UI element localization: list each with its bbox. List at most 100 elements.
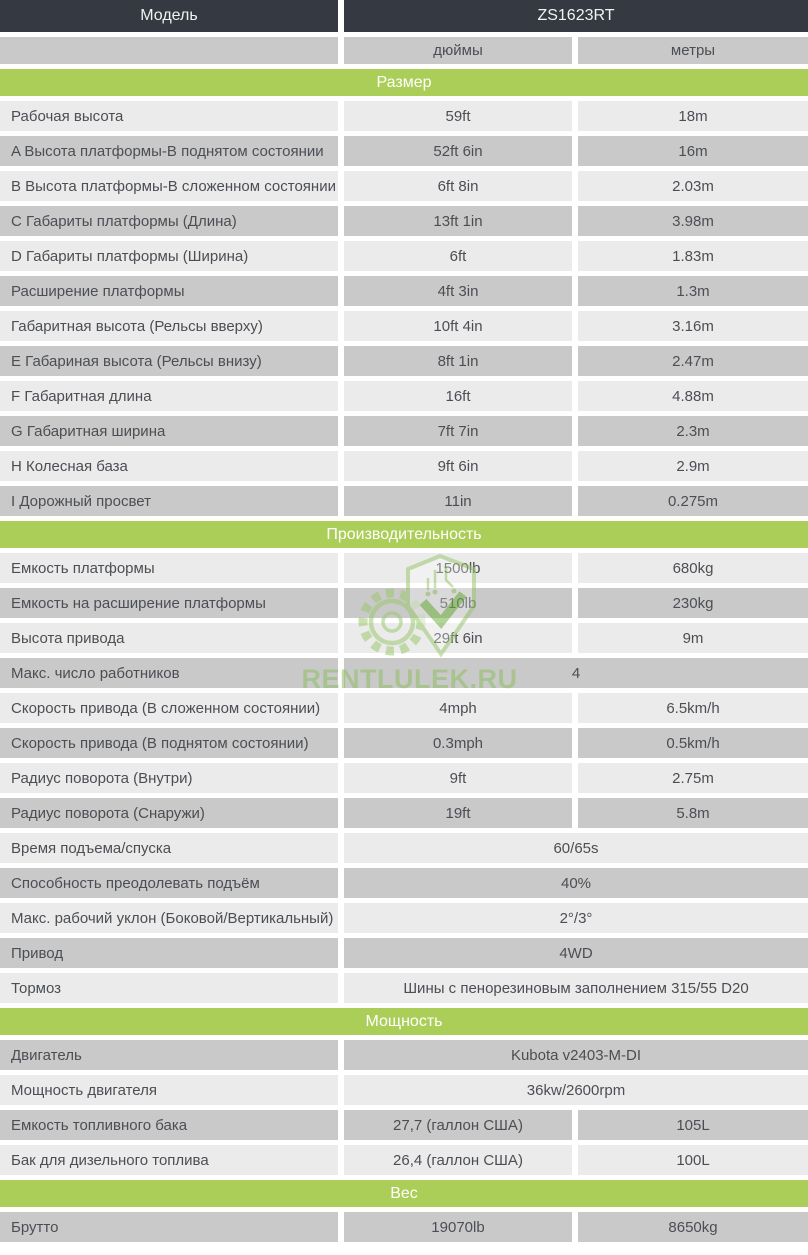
row-label-text: I Дорожный просвет: [11, 492, 151, 510]
row-value-merged: 40%: [344, 868, 808, 898]
units-empty-cell: [0, 37, 338, 64]
row-value-inches: 0.3mph: [344, 728, 572, 758]
row-value-meters: 2.03m: [578, 171, 808, 201]
table-row: Привод 4WD: [0, 938, 808, 968]
row-value-merged-text: 2°/3°: [559, 909, 593, 927]
row-label-text: Бак для дизельного топлива: [11, 1151, 209, 1169]
table-row: Емкость топливного бака 27,7 (галлон США)…: [0, 1110, 808, 1140]
row-value-inches: 10ft 4in: [344, 311, 572, 341]
table-row: C Габариты платформы (Длина) 13ft 1in 3.98…: [0, 206, 808, 236]
table-header-row: Модель ZS1623RT: [0, 0, 808, 32]
table-row: Расширение платформы 4ft 3in 1.3m: [0, 276, 808, 306]
table-row: Макс. рабочий уклон (Боковой/Вертикальны…: [0, 903, 808, 933]
row-label: Радиус поворота (Внутри): [0, 763, 338, 793]
table-row: Скорость привода (В поднятом состоянии) 0…: [0, 728, 808, 758]
row-value-inches: 6ft 8in: [344, 171, 572, 201]
row-value-meters-text: 0.5km/h: [666, 734, 720, 752]
units-inches-cell: дюймы: [344, 37, 572, 64]
row-label: Время подъема/спуска: [0, 833, 338, 863]
section-header: Вес: [0, 1180, 808, 1207]
row-value-meters: 2.47m: [578, 346, 808, 376]
row-value-inches-text: 9ft: [449, 769, 467, 787]
row-value-inches: 13ft 1in: [344, 206, 572, 236]
row-label: Мощность двигателя: [0, 1075, 338, 1105]
row-label-text: B Высота платформы-В сложенном состоянии: [11, 177, 336, 195]
row-label: B Высота платформы-В сложенном состоянии: [0, 171, 338, 201]
row-label-text: C Габариты платформы (Длина): [11, 212, 237, 230]
table-row: Способность преодолевать подъём 40%: [0, 868, 808, 898]
row-label: H Колесная база: [0, 451, 338, 481]
row-value-meters: 680kg: [578, 553, 808, 583]
table-row: G Габаритная ширина 7ft 7in 2.3m: [0, 416, 808, 446]
table-row: Мощность двигателя 36kw/2600rpm: [0, 1075, 808, 1105]
row-value-meters: 100L: [578, 1145, 808, 1175]
units-meters-cell: метры: [578, 37, 808, 64]
table-row: Емкость на расширение платформы 510lb 230k…: [0, 588, 808, 618]
row-value-inches: 29ft 6in: [344, 623, 572, 653]
row-value-meters: 2.75m: [578, 763, 808, 793]
row-value-inches: 11in: [344, 486, 572, 516]
model-label-cell: Модель: [0, 0, 338, 32]
row-value-inches-text: 52ft 6in: [433, 142, 483, 160]
row-value-inches: 52ft 6in: [344, 136, 572, 166]
row-label: Макс. рабочий уклон (Боковой/Вертикальны…: [0, 903, 338, 933]
row-value-meters-text: 6.5km/h: [666, 699, 720, 717]
row-label-text: Емкость топливного бака: [11, 1116, 188, 1134]
row-label: C Габариты платформы (Длина): [0, 206, 338, 236]
row-label-text: Макс. число работников: [11, 664, 180, 682]
row-label-text: D Габариты платформы (Ширина): [11, 247, 249, 265]
row-value-merged-text: Шины с пенорезиновым заполнением 315/55 …: [403, 979, 749, 997]
row-label-text: F Габаритная длина: [11, 387, 152, 405]
row-value-inches-text: 11in: [444, 492, 472, 510]
table-row: Высота привода 29ft 6in 9m: [0, 623, 808, 653]
table-row: Габаритная высота (Рельсы вверху) 10ft 4i…: [0, 311, 808, 341]
row-value-inches-text: 29ft 6in: [433, 629, 483, 647]
row-value-inches: 1500lb: [344, 553, 572, 583]
row-label-text: Скорость привода (В сложенном состоянии): [11, 699, 321, 717]
row-label: F Габаритная длина: [0, 381, 338, 411]
row-value-meters-text: 3.98m: [672, 212, 714, 230]
row-value-inches-text: 8ft 1in: [437, 352, 479, 370]
row-value-inches: 510lb: [344, 588, 572, 618]
row-value-meters-text: 230kg: [672, 594, 714, 612]
units-row: дюймы метры: [0, 37, 808, 64]
row-value-inches: 4mph: [344, 693, 572, 723]
row-value-inches-text: 1500lb: [435, 559, 481, 577]
row-label-text: E Габариная высота (Рельсы внизу): [11, 352, 262, 370]
row-value-meters-text: 16m: [678, 142, 708, 160]
row-value-meters-text: 680kg: [672, 559, 714, 577]
row-value-inches-text: 13ft 1in: [433, 212, 483, 230]
row-label: Рабочая высота: [0, 101, 338, 131]
row-value-meters: 105L: [578, 1110, 808, 1140]
row-value-meters: 6.5km/h: [578, 693, 808, 723]
row-value-inches-text: 0.3mph: [432, 734, 484, 752]
row-value-inches-text: 19070lb: [431, 1218, 485, 1236]
row-label: G Габаритная ширина: [0, 416, 338, 446]
row-value-meters: 1.83m: [578, 241, 808, 271]
row-label-text: Брутто: [11, 1218, 59, 1236]
row-value-merged: 4: [344, 658, 808, 688]
row-value-merged-text: 60/65s: [553, 839, 599, 857]
row-label: Бак для дизельного топлива: [0, 1145, 338, 1175]
units-inches-label: дюймы: [433, 42, 483, 59]
row-value-inches: 26,4 (галлон США): [344, 1145, 572, 1175]
row-value-meters: 3.98m: [578, 206, 808, 236]
units-meters-label: метры: [670, 42, 716, 59]
table-row: Брутто 19070lb 8650kg: [0, 1212, 808, 1242]
model-value: ZS1623RT: [537, 7, 615, 24]
row-value-meters-text: 3.16m: [672, 317, 714, 335]
row-label: E Габариная высота (Рельсы внизу): [0, 346, 338, 376]
row-label: A Высота платформы-В поднятом состоянии: [0, 136, 338, 166]
row-value-meters-text: 0.275m: [667, 492, 719, 510]
row-value-meters: 8650kg: [578, 1212, 808, 1242]
row-value-merged-text: 4: [571, 664, 581, 682]
table-row: Тормоз Шины с пенорезиновым заполнением 3…: [0, 973, 808, 1003]
row-value-inches-text: 59ft: [445, 107, 471, 125]
row-label-text: H Колесная база: [11, 457, 128, 475]
row-value-meters: 16m: [578, 136, 808, 166]
row-label: Радиус поворота (Снаружи): [0, 798, 338, 828]
section-header-text: Вес: [390, 1184, 418, 1202]
row-value-meters: 5.8m: [578, 798, 808, 828]
row-value-meters-text: 2.47m: [672, 352, 714, 370]
row-value-inches-text: 16ft: [445, 387, 471, 405]
